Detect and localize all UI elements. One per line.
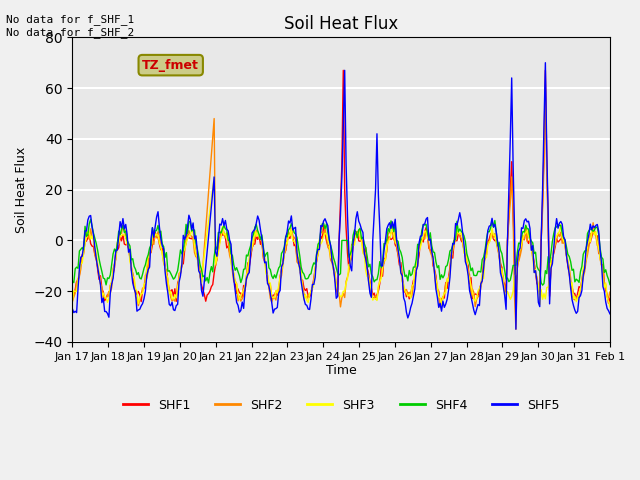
SHF1: [346, 259, 354, 264]
SHF4: [453, 218, 461, 224]
SHF1: [454, 231, 462, 237]
SHF3: [346, 261, 354, 267]
SHF4: [539, 282, 547, 288]
SHF1: [436, 304, 444, 310]
SHF3: [453, 228, 461, 233]
SHF5: [605, 308, 612, 313]
SHF4: [346, 251, 354, 257]
SHF4: [68, 278, 76, 284]
SHF2: [605, 295, 612, 300]
SHF3: [606, 304, 614, 310]
SHF5: [512, 326, 520, 332]
SHF3: [104, 300, 111, 305]
SHF2: [533, 274, 541, 280]
SHF2: [541, 85, 549, 91]
SHF3: [211, 174, 218, 180]
Y-axis label: Soil Heat Flux: Soil Heat Flux: [15, 146, 28, 233]
SHF3: [604, 295, 611, 300]
SHF1: [87, 241, 95, 247]
SHF3: [533, 277, 541, 283]
SHF4: [605, 276, 612, 282]
SHF3: [68, 298, 76, 304]
SHF5: [452, 221, 460, 227]
SHF2: [512, 326, 520, 332]
SHF2: [68, 299, 76, 304]
Text: No data for f_SHF_1
No data for f_SHF_2: No data for f_SHF_1 No data for f_SHF_2: [6, 14, 134, 38]
Line: SHF3: SHF3: [72, 177, 610, 307]
Title: Soil Heat Flux: Soil Heat Flux: [284, 15, 398, 33]
SHF3: [87, 236, 95, 242]
SHF2: [87, 226, 95, 232]
SHF4: [105, 276, 113, 281]
SHF2: [345, 269, 353, 275]
Legend: SHF1, SHF2, SHF3, SHF4, SHF5: SHF1, SHF2, SHF3, SHF4, SHF5: [118, 394, 564, 417]
SHF5: [68, 306, 76, 312]
SHF4: [533, 264, 541, 269]
Line: SHF4: SHF4: [72, 219, 610, 285]
SHF5: [606, 311, 614, 317]
X-axis label: Time: Time: [326, 364, 356, 377]
Line: SHF1: SHF1: [72, 71, 610, 307]
SHF1: [606, 295, 614, 301]
SHF2: [104, 293, 111, 299]
SHF1: [605, 300, 612, 306]
SHF2: [452, 236, 460, 241]
SHF5: [533, 278, 541, 284]
SHF1: [104, 292, 111, 298]
SHF5: [541, 60, 549, 66]
Text: TZ_fmet: TZ_fmet: [142, 59, 199, 72]
SHF5: [345, 250, 353, 256]
Line: SHF5: SHF5: [72, 63, 610, 329]
SHF4: [88, 223, 96, 229]
SHF5: [104, 311, 111, 316]
SHF5: [87, 213, 95, 218]
SHF1: [534, 283, 542, 289]
Line: SHF2: SHF2: [72, 88, 610, 329]
SHF4: [87, 216, 95, 222]
SHF4: [606, 282, 614, 288]
SHF2: [606, 289, 614, 295]
SHF1: [339, 68, 347, 73]
SHF1: [68, 291, 76, 297]
